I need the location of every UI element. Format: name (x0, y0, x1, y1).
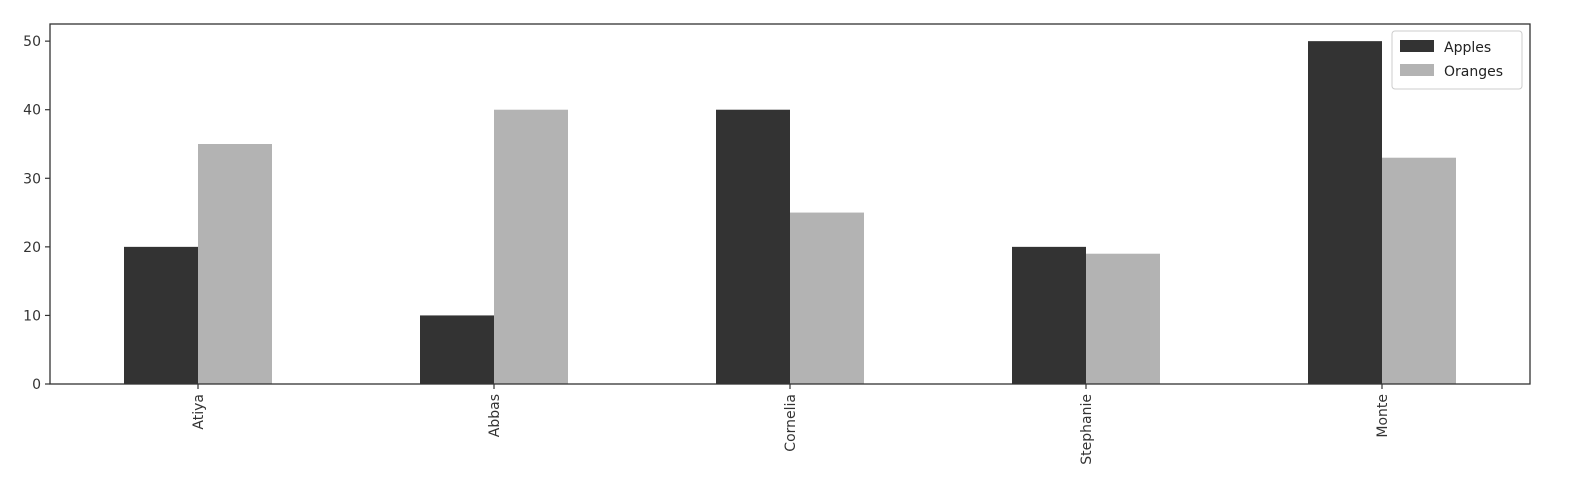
bar-oranges-cornelia (790, 212, 864, 384)
bars-group (124, 41, 1456, 385)
x-tick-label-stephanie: Stephanie (1079, 394, 1095, 465)
legend-label-oranges: Oranges (1444, 64, 1503, 80)
x-tick-label-monte: Monte (1375, 394, 1391, 438)
bar-apples-atiya (124, 246, 198, 384)
legend-label-apples: Apples (1444, 40, 1491, 56)
bar-oranges-abbas (494, 109, 568, 384)
y-tick-label: 50 (23, 34, 41, 50)
bar-oranges-stephanie (1086, 253, 1160, 384)
legend-swatch-apples (1400, 40, 1434, 52)
y-axis: 0 10 20 30 40 50 (23, 34, 50, 393)
bar-apples-abbas (420, 315, 494, 384)
y-tick-label: 10 (23, 308, 41, 324)
y-tick-label: 30 (23, 171, 41, 187)
x-axis: Atiya Abbas Cornelia Stephanie Monte (191, 384, 1391, 465)
bar-apples-monte (1308, 41, 1382, 385)
plot-frame (49, 23, 1531, 385)
y-tick-label: 20 (23, 240, 41, 256)
legend-swatch-oranges (1400, 64, 1434, 76)
y-tick-label: 0 (32, 377, 41, 393)
bar-apples-stephanie (1012, 246, 1086, 384)
bar-apples-cornelia (716, 109, 790, 384)
bar-oranges-monte (1382, 157, 1456, 384)
y-tick-label: 40 (23, 103, 41, 119)
x-tick-label-abbas: Abbas (487, 394, 503, 437)
x-tick-label-cornelia: Cornelia (783, 394, 799, 452)
x-tick-label-atiya: Atiya (191, 394, 207, 430)
bar-oranges-atiya (198, 144, 272, 384)
legend: Apples Oranges (1391, 30, 1523, 90)
